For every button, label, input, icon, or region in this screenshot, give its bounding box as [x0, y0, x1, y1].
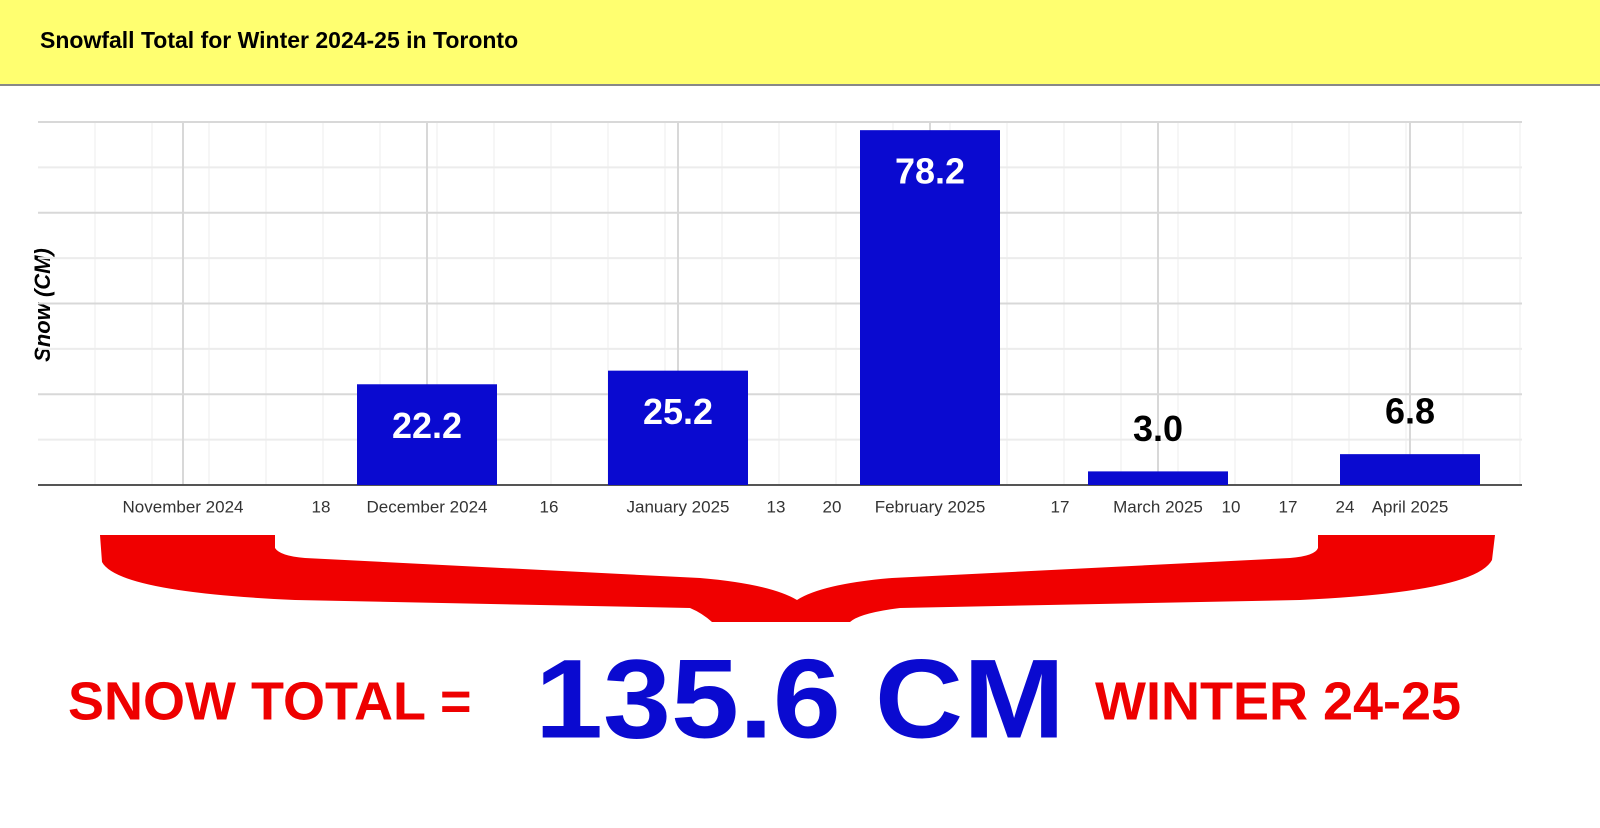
annotation-total: 135.6 CM [535, 637, 1065, 762]
x-tick-label: 17 [1279, 497, 1298, 516]
x-tick-label: 18 [312, 497, 331, 516]
bar [1088, 471, 1228, 485]
x-tick-label: December 2024 [367, 497, 488, 516]
x-tick-label: 16 [540, 497, 559, 516]
bar [860, 130, 1000, 486]
y-axis-label: Snow (CM) [30, 248, 55, 362]
annotation: WINTER 24-25 [1095, 671, 1461, 731]
x-tick-label: April 2025 [1372, 497, 1449, 516]
x-tick-label: 13 [767, 497, 786, 516]
annotation: SNOW TOTAL = [68, 671, 472, 731]
x-tick-label: March 2025 [1113, 497, 1203, 516]
x-tick-label: 17 [1051, 497, 1070, 516]
value-label: 25.2 [643, 391, 713, 432]
bar [357, 384, 497, 485]
chart-title: Snowfall Total for Winter 2024-25 in Tor… [40, 27, 518, 53]
value-label: 3.0 [1133, 408, 1183, 449]
x-tick-label: 24 [1336, 497, 1355, 516]
x-tick-label: 20 [823, 497, 842, 516]
plot: November 2024 18 December 2024 22.2 16 Januar… [38, 121, 1522, 516]
brace [100, 535, 1495, 622]
value-label: 22.2 [392, 405, 462, 446]
bar [608, 370, 748, 485]
bar [1340, 454, 1480, 485]
x-tick-label: February 2025 [875, 497, 986, 516]
value-label: 78.2 [895, 151, 965, 192]
x-tick-label: January 2025 [626, 497, 729, 516]
x-tick-label: November 2024 [123, 497, 244, 516]
x-tick-label: 10 [1222, 497, 1241, 516]
value-label: 6.8 [1385, 391, 1435, 432]
title-band [0, 0, 1600, 84]
